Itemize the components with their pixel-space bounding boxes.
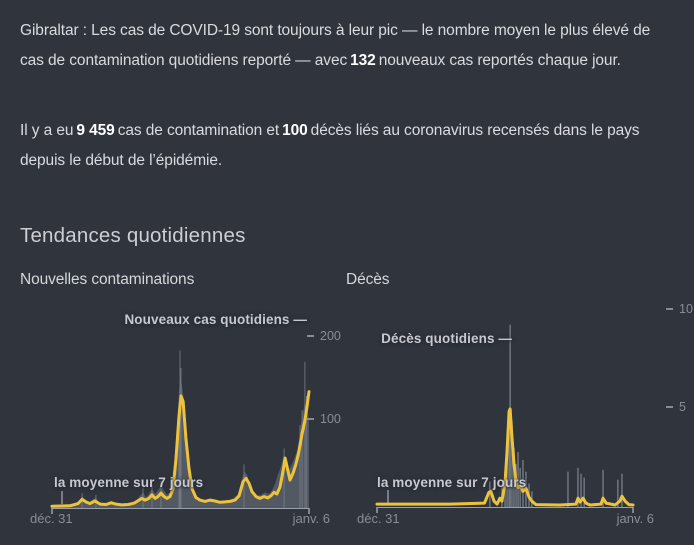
tick-mark: [307, 418, 314, 420]
panel-label-deaths: Décès: [346, 271, 390, 288]
x-tick-end: janv. 6: [616, 511, 654, 526]
y-tick-label: 5: [679, 400, 686, 414]
tick-mark: [666, 406, 673, 408]
stat-total-cases: 9 459: [76, 122, 115, 139]
tick-mark: [307, 335, 314, 337]
section-title: Tendances quotidiennes: [20, 224, 246, 247]
y-axis-tick-200: 200: [307, 329, 341, 343]
y-tick-label: 200: [320, 329, 341, 343]
chart-new-cases-canvas: [50, 350, 311, 514]
chart-deaths-canvas: [375, 324, 635, 513]
x-tick-start: déc. 31: [357, 511, 400, 526]
chart-title-new-cases: Nouveaux cas quotidiens —: [124, 312, 307, 327]
summary-text: nouveaux cas reportés chaque jour.: [378, 52, 621, 69]
panel-label-new-cases: Nouvelles contaminations: [20, 271, 195, 288]
x-tick-end: janv. 6: [292, 511, 330, 526]
y-axis-tick-100: 100: [307, 412, 341, 426]
stat-daily-new-cases: 132: [350, 52, 376, 69]
y-axis-tick-10: 10: [666, 302, 693, 316]
summary-paragraph-totals: Il y a eu 9 459 cas de contamination et 100…: [20, 116, 672, 176]
summary-text: Gibraltar : Les cas de COVID-19 sont tou…: [20, 22, 651, 69]
y-tick-label: 10: [679, 302, 693, 316]
avg-line-label: la moyenne sur 7 jours: [54, 475, 204, 490]
chart-title-deaths: Décès quotidiens —: [381, 331, 512, 346]
y-tick-label: 100: [320, 412, 341, 426]
avg-line-label: la moyenne sur 7 jours: [377, 475, 527, 490]
x-tick-start: déc. 31: [30, 511, 73, 526]
summary-text: décès liés au coronavirus recensés dans …: [20, 122, 640, 169]
stat-total-deaths: 100: [282, 122, 308, 139]
chart-new-cases: Nouveaux cas quotidiens — 200 100 la moy…: [20, 300, 355, 532]
summary-text: Il y a eu: [20, 122, 74, 139]
y-axis-tick-5: 5: [666, 400, 686, 414]
tick-mark: [666, 308, 673, 310]
summary-text: cas de contamination et: [117, 122, 280, 139]
summary-paragraph-cases: Gibraltar : Les cas de COVID-19 sont tou…: [20, 16, 672, 76]
chart-deaths: Décès quotidiens — 10 5 la moyenne sur 7…: [357, 300, 694, 532]
